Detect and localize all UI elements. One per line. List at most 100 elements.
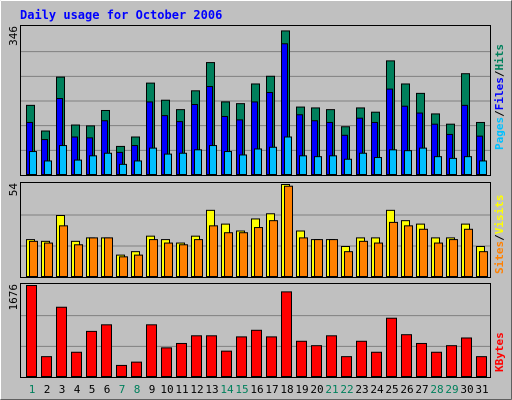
kbytes-bar	[26, 285, 37, 377]
sites-bar	[149, 239, 158, 278]
hits-panel-legend: Pages/Files/Hits	[493, 44, 506, 150]
x-tick-label: 15	[235, 383, 248, 396]
sites-bar	[179, 244, 188, 277]
kbytes-bar	[236, 336, 247, 378]
kbytes-bar	[431, 351, 442, 377]
x-tick-label: 18	[280, 383, 293, 396]
pages-bar	[179, 152, 187, 176]
kbytes-bar	[251, 329, 262, 377]
x-tick-label: 6	[104, 383, 111, 396]
sites-bar	[119, 256, 128, 278]
x-tick-label: 25	[385, 383, 398, 396]
x-tick-label: 28	[430, 383, 443, 396]
x-tick-label: 11	[175, 383, 188, 396]
sites-bar	[59, 225, 68, 277]
pages-bar	[254, 148, 262, 175]
x-tick-label: 23	[355, 383, 368, 396]
kbytes-bar	[296, 340, 307, 377]
sites-bar	[254, 227, 263, 277]
pages-bar	[359, 152, 367, 176]
kbytes-bar	[311, 345, 322, 378]
sites-bar	[479, 251, 488, 278]
pages-bar	[119, 163, 127, 176]
sites-bar	[74, 244, 83, 277]
kbytes-bar	[86, 330, 97, 378]
pages-bar	[419, 147, 427, 176]
x-tick-label: 10	[160, 383, 173, 396]
x-tick-label: 17	[265, 383, 278, 396]
x-tick-label: 20	[310, 383, 323, 396]
sites-bar	[464, 228, 473, 277]
kbytes-bar	[386, 317, 397, 378]
pages-bar	[209, 145, 217, 175]
sites-bar	[404, 225, 413, 277]
kbytes-bar	[161, 347, 172, 378]
kbytes-bar	[71, 351, 82, 377]
sites-bar	[44, 242, 53, 277]
x-tick-label: 12	[190, 383, 203, 396]
pages-bar	[284, 136, 292, 175]
x-tick-label: 5	[89, 383, 96, 396]
visits-panel-frame	[20, 182, 491, 278]
chart-title: Daily usage for October 2006	[20, 8, 222, 22]
kbytes-bar	[401, 334, 412, 378]
x-tick-label: 24	[370, 383, 384, 396]
sites-bar	[104, 237, 113, 277]
pages-bar	[449, 157, 457, 175]
x-tick-label: 29	[445, 383, 458, 396]
kbytes-bar	[266, 336, 277, 378]
pages-bar	[224, 151, 232, 176]
kbytes-bar	[281, 291, 292, 378]
kbytes-panel-ymax-label: 1676	[7, 284, 20, 311]
bars-layer	[26, 30, 488, 378]
legend-separator-1: /	[493, 110, 506, 117]
pages-bar	[164, 153, 172, 175]
kbytes-panel-frame	[20, 283, 491, 378]
x-tick-label: 9	[149, 383, 156, 396]
x-tick-label: 14	[220, 383, 234, 396]
sites-bar	[449, 239, 458, 278]
pages-bar	[74, 159, 82, 175]
sites-bar	[299, 237, 308, 277]
pages-bar	[59, 145, 67, 175]
sites-bar	[209, 225, 218, 277]
sites-bar	[344, 251, 353, 278]
sites-bar	[329, 239, 338, 278]
x-tick-label: 2	[44, 383, 51, 396]
kbytes-bar	[116, 364, 127, 377]
pages-bar	[44, 160, 52, 176]
x-tick-label: 8	[134, 383, 141, 396]
pages-bar	[269, 146, 277, 175]
kbytes-bar	[221, 350, 232, 377]
sites-bar	[224, 232, 233, 278]
legend-visits: Visits	[493, 195, 506, 235]
sites-bar	[29, 240, 38, 277]
x-tick-label: 31	[475, 383, 488, 396]
x-tick-label: 21	[325, 383, 338, 396]
sites-bar	[389, 221, 398, 277]
sites-bar	[359, 240, 368, 277]
kbytes-bar	[356, 340, 367, 377]
pages-bar	[194, 149, 202, 176]
kbytes-bar	[371, 351, 382, 377]
sites-bar	[374, 242, 383, 277]
x-tick-label: 27	[415, 383, 428, 396]
x-tick-label: 7	[119, 383, 126, 396]
pages-bar	[434, 156, 442, 175]
pages-bar	[479, 160, 487, 176]
kbytes-bar	[56, 306, 67, 377]
x-tick-label: 4	[74, 383, 81, 396]
sites-bar	[434, 242, 443, 277]
pages-bar	[314, 156, 322, 175]
hits-panel-ymax-label: 346	[7, 26, 20, 46]
x-tick-label: 1	[29, 383, 36, 396]
kbytes-bar	[446, 345, 457, 378]
legend-kbytes: KBytes	[493, 332, 506, 372]
pages-bar	[89, 155, 97, 175]
kbytes-bar	[341, 356, 352, 377]
sites-bar	[314, 239, 323, 278]
pages-bar	[344, 158, 352, 176]
pages-bar	[149, 147, 157, 176]
kbytes-bar	[131, 361, 142, 377]
